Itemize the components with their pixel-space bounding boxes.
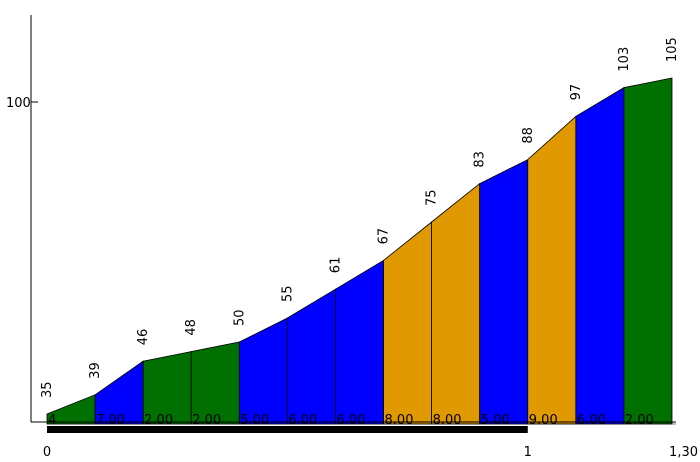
elevation-labels: 35 39 46 48 50 55 61 67 75 83 88 97 103 105 — [40, 37, 680, 398]
elevation-label: 50 — [232, 309, 247, 326]
x-tick-label: 0 — [43, 445, 51, 460]
profile-segment — [527, 115, 577, 425]
distance-progress-bar — [47, 426, 528, 433]
segment-label: 5.00 — [481, 413, 510, 428]
profile-segment — [575, 86, 625, 425]
profile-segments — [46, 77, 676, 425]
segment-labels: 4 7.00 2.00 2.00 5.00 6.00 6.00 8.00 8.00 5.00 9.0… — [48, 413, 654, 428]
profile-segment — [623, 77, 673, 425]
elevation-label: 39 — [88, 362, 103, 379]
x-tick-labels: 0 1 1,30 — [43, 445, 698, 460]
profile-segment — [479, 158, 529, 425]
profile-segment — [383, 221, 433, 425]
profile-segment — [238, 317, 288, 425]
segment-label: 5.00 — [240, 413, 269, 428]
segment-label: 9.00 — [529, 413, 558, 428]
segment-label: 2.00 — [625, 413, 654, 428]
elevation-label: 67 — [377, 228, 392, 245]
elevation-label: 105 — [665, 37, 680, 62]
profile-segment — [190, 341, 240, 425]
segment-label: 6.00 — [336, 413, 365, 428]
profile-segment — [286, 288, 336, 425]
segment-label: 4 — [48, 413, 56, 428]
x-tick-label: 1 — [524, 445, 532, 460]
elevation-label: 88 — [521, 127, 536, 144]
elevation-label: 55 — [280, 285, 295, 302]
x-tick-label: 1,30 — [669, 445, 698, 460]
elevation-label: 97 — [569, 84, 584, 101]
profile-segment — [431, 182, 481, 425]
profile-segment — [335, 259, 384, 425]
elevation-label: 48 — [184, 319, 199, 336]
segment-label: 6.00 — [288, 413, 317, 428]
elevation-label: 75 — [425, 189, 440, 206]
segment-label: 2.00 — [192, 413, 221, 428]
segment-label: 7.00 — [96, 413, 125, 428]
elevation-label: 83 — [473, 151, 488, 168]
y-tick-label-100: 100 — [6, 96, 31, 111]
elevation-label: 35 — [40, 381, 55, 398]
segment-label: 8.00 — [433, 413, 462, 428]
elevation-label: 103 — [617, 47, 632, 72]
elevation-label: 46 — [136, 329, 151, 346]
segment-label: 8.00 — [385, 413, 414, 428]
segment-label: 6.00 — [577, 413, 606, 428]
segment-label: 2.00 — [144, 413, 173, 428]
elevation-label: 61 — [328, 257, 343, 274]
